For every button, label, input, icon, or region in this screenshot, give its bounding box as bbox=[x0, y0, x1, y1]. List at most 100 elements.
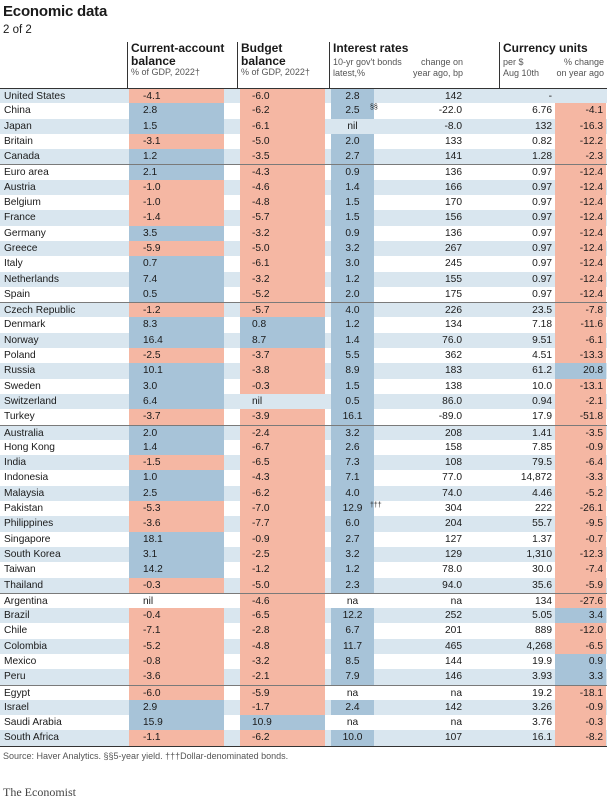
budget-balance-cell: -6.1 bbox=[240, 118, 325, 134]
interest-rate-cell: 2.0 bbox=[331, 133, 374, 150]
interest-rate-cell: 11.7 bbox=[331, 638, 374, 654]
country-name: Turkey bbox=[4, 411, 35, 423]
current-account-cell: -3.7 bbox=[129, 409, 224, 425]
currency-units-cell: 4.46 bbox=[532, 487, 552, 499]
country-name: Indonesia bbox=[4, 472, 49, 484]
currency-units-cell: 14,872 bbox=[520, 472, 552, 484]
budget-balance-cell: -5.2 bbox=[240, 286, 325, 303]
table-row: Peru -3.6 -2.1 7.9 146 3.93 3.3 bbox=[0, 669, 607, 685]
interest-rate-cell: 16.1 bbox=[331, 409, 374, 425]
currency-units-cell: 17.9 bbox=[532, 411, 552, 423]
interest-change-cell: 74.0 bbox=[442, 487, 462, 499]
currency-units-cell: 4,268 bbox=[526, 640, 553, 652]
country-name: Japan bbox=[4, 120, 32, 132]
interest-rate-cell: 6.7 bbox=[331, 623, 374, 639]
country-name: United States bbox=[4, 91, 66, 102]
current-account-cell: -5.9 bbox=[129, 240, 224, 257]
interest-change-cell: 77.0 bbox=[442, 472, 462, 484]
interest-change-cell: na bbox=[450, 687, 462, 699]
current-account-cell: 7.4 bbox=[129, 271, 224, 287]
interest-change-cell: -22.0 bbox=[438, 105, 462, 117]
currency-units-cell: 16.1 bbox=[532, 732, 552, 744]
interest-rate-cell: 3.2 bbox=[331, 546, 374, 563]
interest-change-cell: 86.0 bbox=[442, 395, 462, 407]
current-account-cell: 3.0 bbox=[129, 378, 224, 394]
currency-units-cell: - bbox=[548, 91, 552, 102]
budget-balance-cell: nil bbox=[252, 395, 263, 407]
current-account-cell: -1.2 bbox=[129, 303, 224, 318]
currency-change-cell: -0.3 bbox=[555, 715, 606, 731]
country-name: Belgium bbox=[4, 197, 41, 209]
header-interest-sub2: latest,% bbox=[333, 68, 366, 78]
interest-change-cell: -8.0 bbox=[444, 120, 462, 132]
currency-units-cell: 79.5 bbox=[532, 457, 552, 469]
current-account-cell: -3.1 bbox=[129, 133, 224, 150]
currency-change-cell: -0.9 bbox=[555, 439, 606, 456]
currency-units-cell: 1.28 bbox=[532, 151, 552, 163]
interest-rate-cell: 2.8 bbox=[331, 89, 374, 104]
table-row: Australia 2.0 -2.4 3.2 208 1.41 -3.5 bbox=[0, 424, 607, 440]
table-row: Argentina nil -4.6 na na 134 -27.6 bbox=[0, 592, 607, 609]
header-budget-title: Budget bbox=[241, 41, 283, 55]
table-row: Austria -1.0 -4.6 1.4 166 0.97 -12.4 bbox=[0, 179, 607, 196]
current-account-cell: -3.6 bbox=[129, 516, 224, 532]
currency-change-cell: -12.4 bbox=[555, 179, 606, 196]
interest-change-cell: 304 bbox=[445, 503, 462, 515]
table-row: Malaysia 2.5 -6.2 4.0 74.0 4.46 -5.2 bbox=[0, 485, 607, 502]
interest-change-cell: 267 bbox=[445, 242, 462, 254]
header-interest-sub4: year ago, bp bbox=[412, 68, 463, 78]
currency-change-cell: -6.1 bbox=[555, 332, 606, 349]
budget-balance-cell: -4.8 bbox=[240, 195, 325, 211]
budget-balance-cell: -6.1 bbox=[240, 256, 325, 272]
table-row: Denmark 8.3 0.8 1.2 134 7.18 -11.6 bbox=[0, 317, 607, 333]
interest-change-cell: 141 bbox=[445, 151, 462, 163]
header-current-account: Current-account balance % of GDP, 2022† bbox=[131, 42, 224, 78]
country-name: Netherlands bbox=[4, 273, 59, 285]
interest-change-cell: 146 bbox=[445, 671, 462, 683]
interest-rate-cell: 7.3 bbox=[331, 455, 374, 471]
country-name: Argentina bbox=[4, 595, 48, 607]
column-divider bbox=[237, 42, 238, 88]
country-name: Czech Republic bbox=[4, 305, 76, 317]
budget-balance-cell: -3.5 bbox=[240, 149, 325, 165]
currency-change-cell: -12.4 bbox=[555, 256, 606, 272]
country-name: Brazil bbox=[4, 610, 30, 622]
currency-change-cell: -4.1 bbox=[555, 103, 606, 119]
currency-change-cell: -12.2 bbox=[555, 133, 606, 150]
currency-change-cell: -0.9 bbox=[555, 699, 606, 716]
country-name: Greece bbox=[4, 242, 38, 254]
currency-units-cell: 0.97 bbox=[532, 227, 552, 239]
header-currency-title: Currency units bbox=[503, 41, 588, 55]
interest-change-cell: 142 bbox=[445, 91, 462, 102]
country-name: Pakistan bbox=[4, 503, 44, 515]
currency-units-cell: 1.41 bbox=[532, 427, 552, 439]
table-row: Czech Republic -1.2 -5.7 4.0 226 23.5 -7.8 bbox=[0, 302, 607, 318]
interest-rate-cell: 0.9 bbox=[331, 225, 374, 241]
interest-rate-cell: 1.5 bbox=[331, 210, 374, 226]
interest-rate-cell: 2.7 bbox=[331, 149, 374, 165]
budget-balance-cell: -7.0 bbox=[240, 501, 325, 517]
interest-rate-cell: 8.9 bbox=[331, 363, 374, 379]
interest-rate-cell: 3.0 bbox=[331, 256, 374, 272]
currency-units-cell: 134 bbox=[535, 595, 552, 607]
budget-balance-cell: -3.2 bbox=[240, 225, 325, 241]
currency-change-cell: -13.3 bbox=[555, 348, 606, 364]
table-row: Euro area 2.1 -4.3 0.9 136 0.97 -12.4 bbox=[0, 164, 607, 180]
current-account-cell: 1.2 bbox=[129, 149, 224, 165]
source-note: Source: Haver Analytics. §§5-year yield.… bbox=[3, 751, 289, 761]
interest-change-cell: 127 bbox=[445, 533, 462, 545]
interest-change-cell: 252 bbox=[445, 610, 462, 622]
interest-change-cell: na bbox=[450, 595, 462, 607]
budget-balance-cell: -4.6 bbox=[240, 593, 325, 609]
currency-units-cell: 61.2 bbox=[532, 365, 552, 377]
table-row: Switzerland 6.4 nil 0.5 86.0 0.94 -2.1 bbox=[0, 393, 607, 410]
table-row: Indonesia 1.0 -4.3 7.1 77.0 14,872 -3.3 bbox=[0, 470, 607, 486]
budget-balance-cell: -3.7 bbox=[240, 348, 325, 364]
currency-change-cell: 3.4 bbox=[555, 608, 606, 624]
currency-change-cell: -12.4 bbox=[555, 271, 606, 287]
table-row: France -1.4 -5.7 1.5 156 0.97 -12.4 bbox=[0, 210, 607, 226]
country-name: Israel bbox=[4, 701, 29, 713]
country-name: South Africa bbox=[4, 732, 59, 744]
currency-change-cell: -3.5 bbox=[555, 425, 606, 440]
currency-change-cell: -2.3 bbox=[555, 149, 606, 165]
